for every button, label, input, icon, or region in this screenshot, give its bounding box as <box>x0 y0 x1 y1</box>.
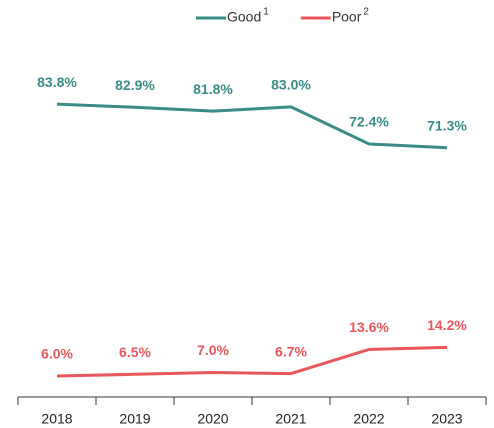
legend-label: Good <box>227 9 261 25</box>
legend-label: Poor <box>332 9 362 25</box>
data-label: 13.6% <box>349 319 389 335</box>
data-label: 83.8% <box>37 74 77 90</box>
data-label: 83.0% <box>271 77 311 93</box>
data-label: 71.3% <box>427 117 467 133</box>
series-line <box>56 102 448 150</box>
data-label: 6.5% <box>119 344 151 360</box>
data-label: 81.8% <box>193 81 233 97</box>
legend-footnote: 1 <box>263 7 269 18</box>
series-line <box>56 345 448 378</box>
data-label: 6.0% <box>41 346 73 362</box>
x-tick-label: 2018 <box>41 411 72 427</box>
legend-footnote: 2 <box>363 7 369 18</box>
x-tick-label: 2020 <box>197 411 228 427</box>
data-label: 6.7% <box>275 343 307 359</box>
x-tick-label: 2022 <box>353 411 384 427</box>
data-label: 82.9% <box>115 77 155 93</box>
x-tick-label: 2021 <box>275 411 306 427</box>
data-label: 7.0% <box>197 342 229 358</box>
data-label: 14.2% <box>427 317 467 333</box>
x-tick-label: 2023 <box>431 411 462 427</box>
x-tick-label: 2019 <box>119 411 150 427</box>
data-label: 72.4% <box>349 114 389 130</box>
